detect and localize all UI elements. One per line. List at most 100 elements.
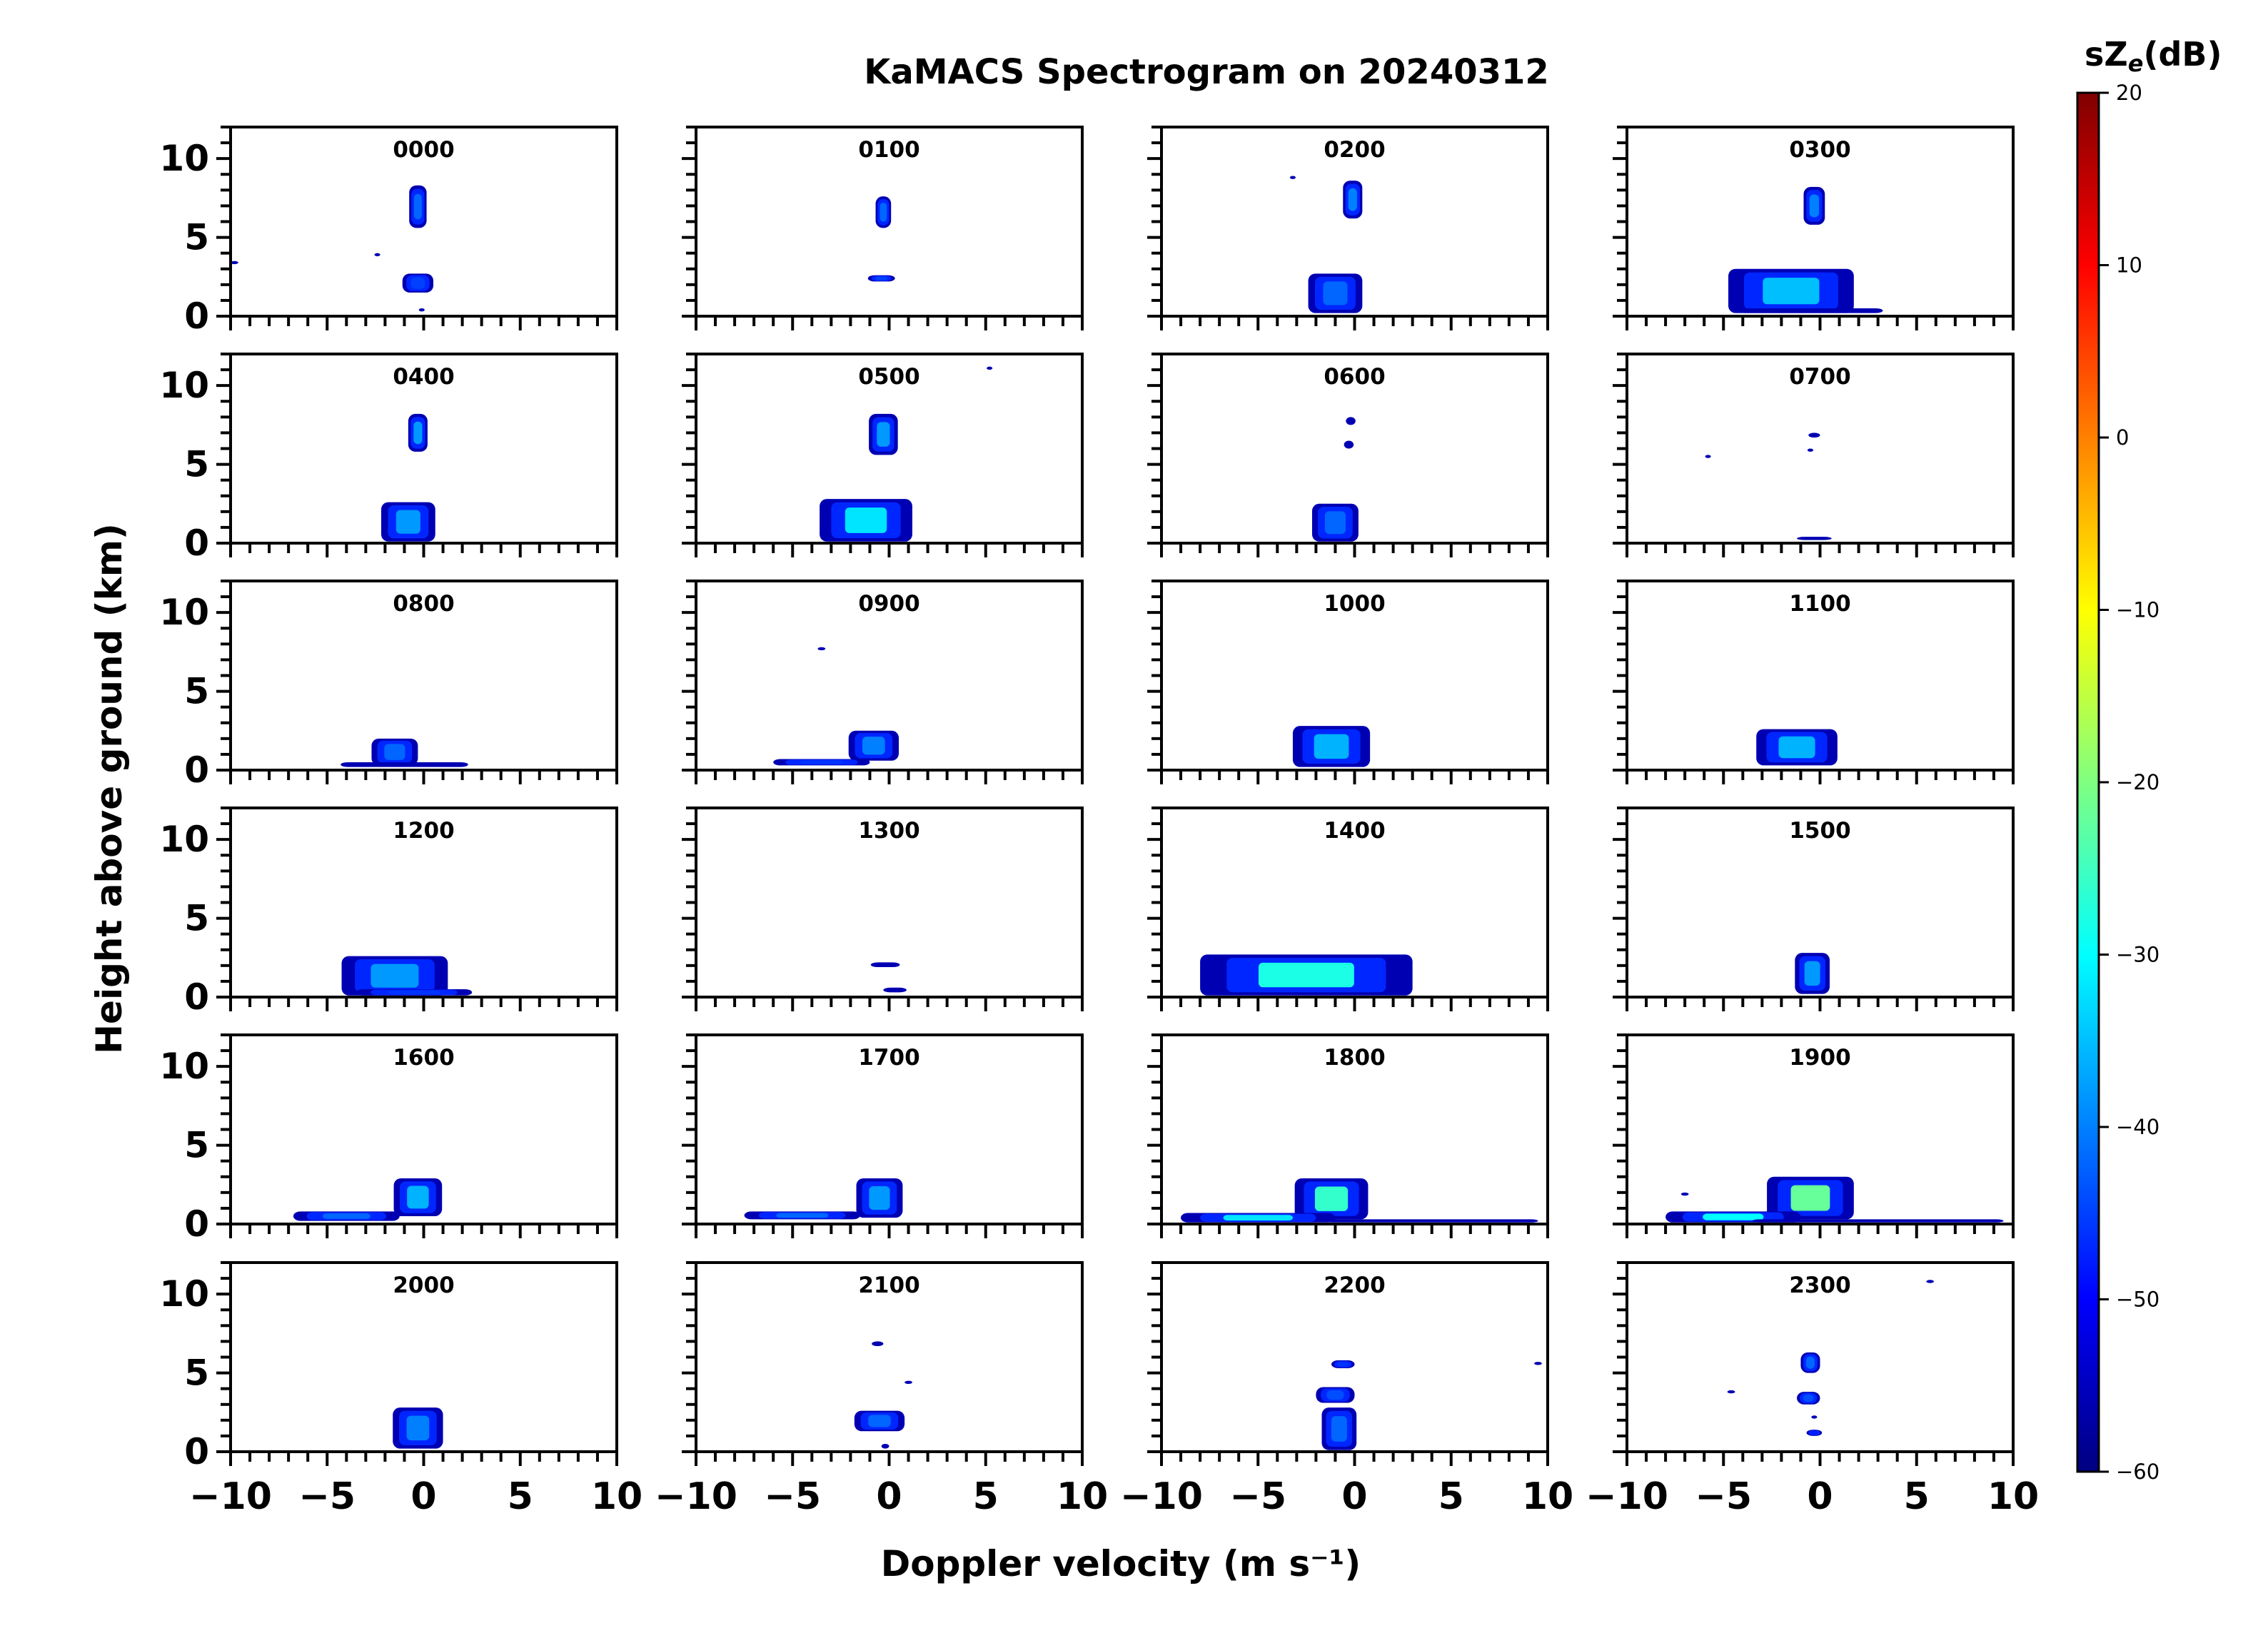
y-tick-label: 0 bbox=[184, 1203, 209, 1245]
echo-region-core bbox=[1778, 736, 1815, 759]
x-tick-label: −5 bbox=[298, 1475, 356, 1518]
spectrogram-panel-2000: 2000 0 5 10 −10 −5 0 5 10 bbox=[159, 1261, 642, 1518]
panel-time-label: 0500 bbox=[858, 364, 919, 390]
x-tick-label: 0 bbox=[1341, 1475, 1367, 1518]
panel-time-label: 0200 bbox=[1324, 137, 1385, 163]
echo-region bbox=[987, 366, 993, 370]
colorbar-tick-label: 0 bbox=[2116, 425, 2129, 450]
colorbar-tick-label: −10 bbox=[2116, 598, 2159, 622]
panel-time-label: 1500 bbox=[1789, 818, 1850, 844]
panel-time-label: 1200 bbox=[393, 818, 454, 844]
panel-time-label: 1800 bbox=[1324, 1045, 1385, 1071]
echo-region-core bbox=[1810, 1430, 1818, 1435]
spectrogram-panel-1900: 1900 bbox=[1613, 1033, 2015, 1238]
echo-region-core bbox=[1703, 1213, 1764, 1220]
panel-time-label: 0600 bbox=[1324, 364, 1385, 390]
echo-region-core bbox=[776, 1213, 829, 1218]
echo-region-core bbox=[1805, 1356, 1815, 1369]
x-tick-label: −10 bbox=[1586, 1475, 1668, 1518]
echo-region bbox=[881, 1443, 889, 1449]
echo-region-core bbox=[875, 276, 888, 280]
echo-region bbox=[374, 253, 380, 257]
echo-region bbox=[872, 1341, 884, 1347]
x-axis-label: Doppler velocity (m s⁻¹) bbox=[881, 1543, 1361, 1584]
spectrogram-panel-1000: 1000 bbox=[1147, 580, 1549, 784]
y-tick-label: 5 bbox=[184, 1353, 209, 1394]
panel-time-label: 1000 bbox=[1324, 591, 1385, 617]
x-tick-label: 10 bbox=[591, 1475, 642, 1518]
spectrogram-panel-1200: 1200 0 5 10 bbox=[159, 807, 618, 1018]
echo-region bbox=[817, 647, 826, 651]
echo-region-core bbox=[388, 990, 440, 995]
echo-region-core bbox=[413, 193, 422, 220]
echo-region bbox=[1752, 1219, 2004, 1223]
colorbar-tick-label: −20 bbox=[2116, 770, 2159, 794]
colorbar-gradient bbox=[2076, 91, 2100, 1473]
y-tick-label: 10 bbox=[159, 1273, 209, 1315]
spectrogram-panel-0900: 0900 bbox=[682, 580, 1084, 784]
panel-time-label: 2000 bbox=[393, 1273, 454, 1298]
echo-region bbox=[341, 762, 468, 767]
spectrogram-panel-1600: 1600 0 5 10 bbox=[159, 1033, 618, 1245]
echo-region bbox=[1926, 1280, 1935, 1283]
y-tick-label: 5 bbox=[184, 217, 209, 258]
panel-time-label: 0100 bbox=[858, 137, 919, 163]
panel-time-label: 2100 bbox=[858, 1273, 919, 1298]
x-tick-label: −10 bbox=[189, 1475, 272, 1518]
x-tick-label: 5 bbox=[508, 1475, 533, 1518]
spectrogram-panel-1300: 1300 bbox=[682, 807, 1084, 1011]
echo-region bbox=[1797, 537, 1832, 540]
echo-region bbox=[883, 987, 907, 993]
y-tick-label: 5 bbox=[184, 444, 209, 485]
panel-background bbox=[1627, 1263, 2013, 1452]
y-tick-label: 5 bbox=[184, 1125, 209, 1166]
y-tick-label: 5 bbox=[184, 671, 209, 712]
echo-region bbox=[1344, 440, 1354, 449]
echo-region-core bbox=[1331, 1416, 1347, 1442]
echo-region-core bbox=[1348, 188, 1357, 211]
spectrogram-panel-1700: 1700 bbox=[682, 1033, 1084, 1238]
x-tick-label: 5 bbox=[1904, 1475, 1930, 1518]
echo-region-core bbox=[395, 510, 420, 534]
y-tick-label: 10 bbox=[159, 1046, 209, 1087]
colorbar: 20 10 0 −10 −20 −30 −40 −50 −60 sZe(dB) bbox=[2076, 35, 2222, 1484]
panel-time-label: 1900 bbox=[1789, 1045, 1850, 1071]
echo-region-core bbox=[1223, 1215, 1293, 1221]
echo-region bbox=[418, 308, 425, 312]
spectrogram-panel-0400: 0400 0 5 10 bbox=[159, 353, 618, 564]
panel-time-label: 0300 bbox=[1789, 137, 1850, 163]
panel-background bbox=[1627, 354, 2013, 543]
echo-region-core bbox=[1809, 194, 1820, 218]
echo-region-core bbox=[877, 422, 890, 447]
echo-region bbox=[1807, 448, 1814, 452]
x-tick-label: −5 bbox=[1229, 1475, 1286, 1518]
echo-region bbox=[1346, 417, 1356, 425]
x-tick-label: 5 bbox=[1438, 1475, 1464, 1518]
colorbar-tick-label: −50 bbox=[2116, 1288, 2159, 1312]
echo-region bbox=[1289, 176, 1296, 179]
echo-region bbox=[1808, 433, 1820, 438]
echo-region-core bbox=[862, 737, 885, 755]
echo-region-core bbox=[406, 1415, 430, 1441]
echo-region-core bbox=[880, 203, 887, 222]
spectrogram-panel-1800: 1800 bbox=[1147, 1033, 1549, 1238]
panel-time-label: 1100 bbox=[1789, 591, 1850, 617]
spectrogram-panel-1500: 1500 bbox=[1613, 807, 2015, 1011]
echo-region-core bbox=[407, 1185, 429, 1209]
echo-region-core bbox=[1763, 278, 1820, 305]
echo-region-core bbox=[845, 507, 887, 533]
y-tick-label: 0 bbox=[184, 976, 209, 1018]
spectrogram-panel-2100: 2100 −10 −5 0 5 10 bbox=[655, 1261, 1108, 1518]
panel-time-label: 1600 bbox=[393, 1045, 454, 1071]
panel-time-label: 2300 bbox=[1789, 1273, 1850, 1298]
echo-region bbox=[1534, 1362, 1542, 1365]
panel-time-label: 1300 bbox=[858, 818, 919, 844]
x-tick-label: −10 bbox=[655, 1475, 737, 1518]
echo-region-core bbox=[1804, 961, 1820, 986]
echo-region bbox=[1325, 1219, 1538, 1223]
spectrogram-panel-0700: 0700 bbox=[1613, 353, 2015, 557]
colorbar-tick-label: −30 bbox=[2116, 943, 2159, 967]
y-tick-label: 0 bbox=[184, 522, 209, 564]
x-tick-label: 0 bbox=[1807, 1475, 1833, 1518]
